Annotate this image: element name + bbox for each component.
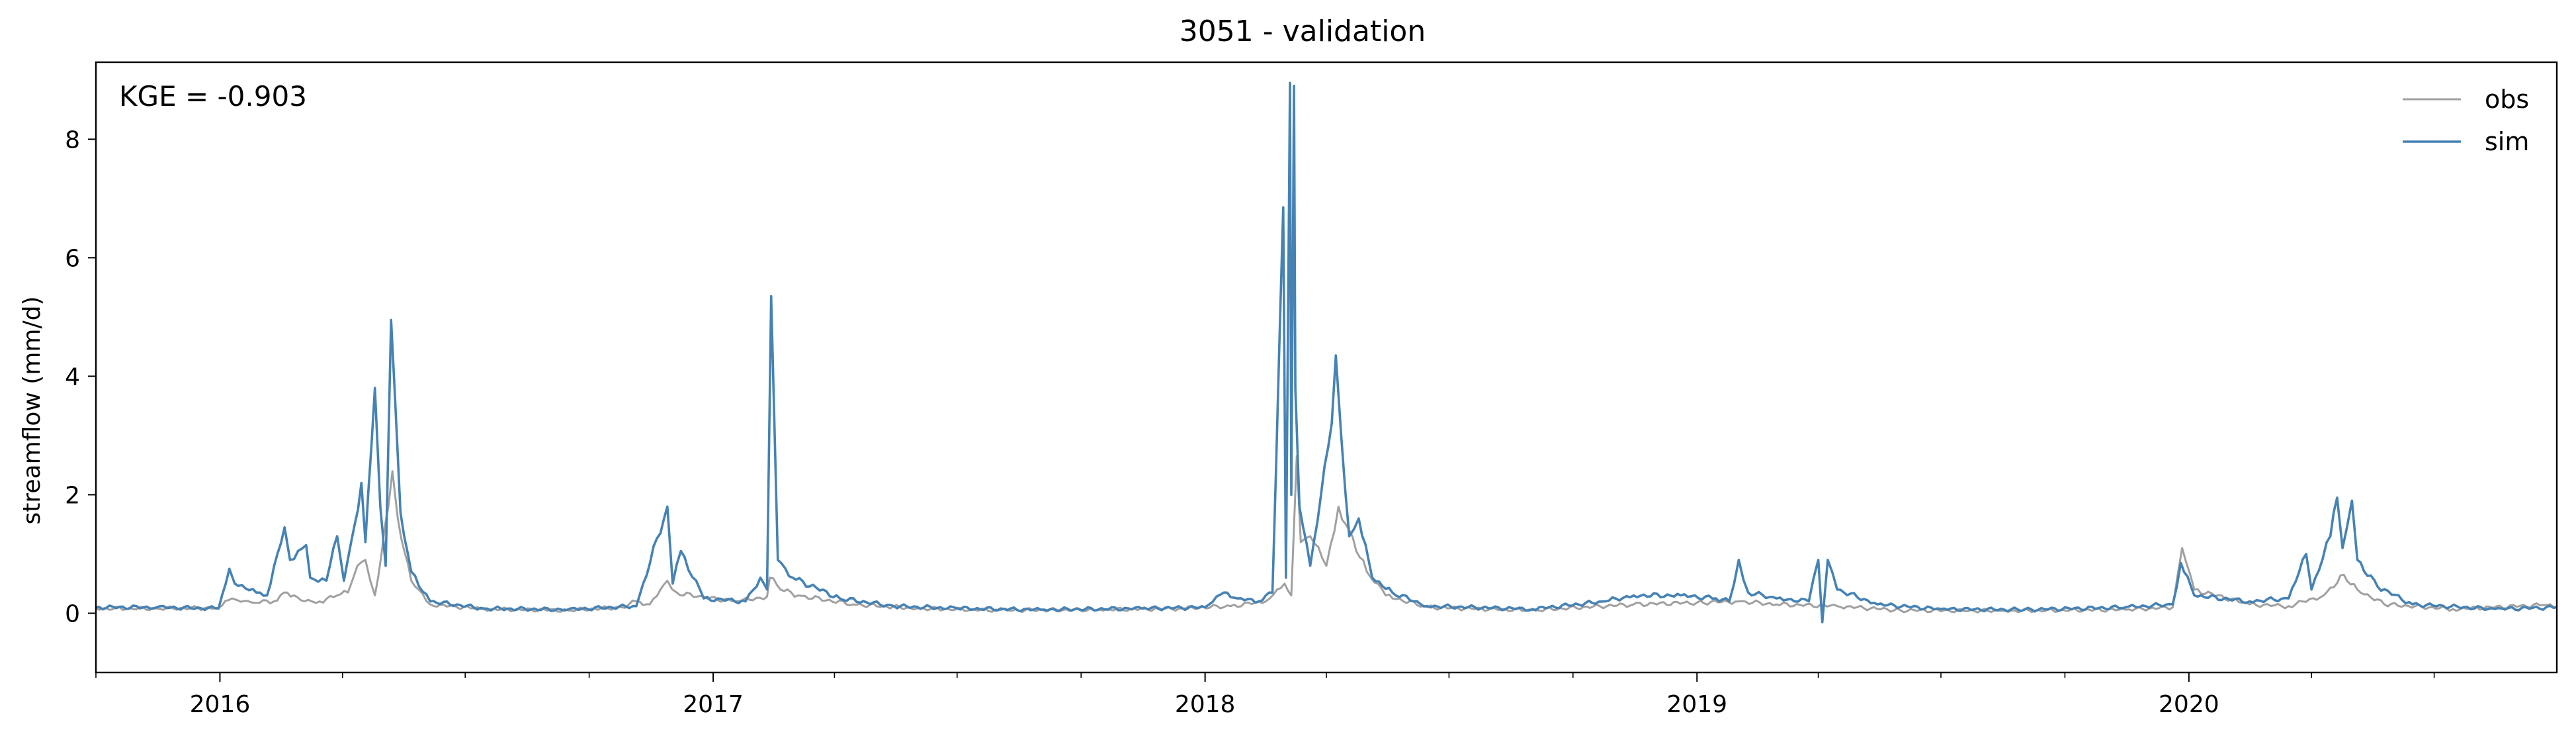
kge-annotation: KGE = -0.903 [119, 80, 307, 113]
x-tick-label: 2017 [683, 691, 744, 718]
legend-label-obs: obs [2485, 85, 2529, 114]
legend: obs sim [2403, 85, 2529, 156]
x-tick-label: 2016 [190, 691, 251, 718]
x-axis: 2016 2017 2018 2019 2020 [95, 672, 2435, 718]
y-tick-label: 0 [65, 600, 80, 627]
y-tick-label: 8 [65, 126, 80, 154]
plot-area [96, 81, 2557, 624]
y-axis-label: streamflow (mm/d) [19, 297, 46, 525]
y-tick-label: 4 [65, 363, 80, 391]
y-tick-label: 6 [65, 245, 80, 272]
legend-label-sim: sim [2485, 127, 2529, 156]
plot-frame [95, 61, 2558, 674]
x-tick-label: 2020 [2159, 691, 2219, 718]
chart-title: 3051 - validation [1180, 15, 1426, 48]
series-layer [96, 81, 2557, 624]
y-tick-label: 2 [65, 482, 80, 509]
series-line-sim [96, 81, 2557, 624]
y-axis: 0 2 4 6 8 [65, 126, 96, 627]
x-tick-label: 2019 [1666, 691, 1727, 718]
x-tick-label: 2018 [1175, 691, 1236, 718]
series-line-obs [96, 455, 2557, 614]
